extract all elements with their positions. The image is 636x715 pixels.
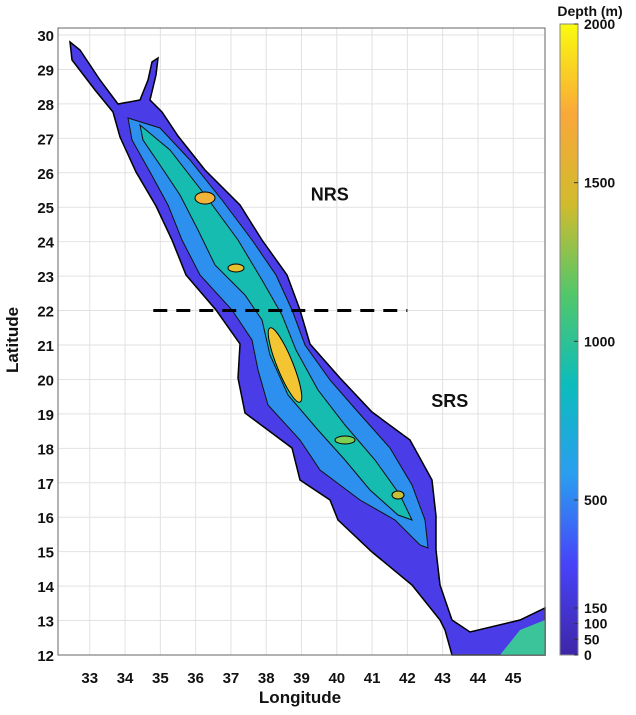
deep-axis-region <box>139 123 413 521</box>
y-tick-label: 30 <box>37 28 54 45</box>
x-tick-label: 33 <box>81 670 98 687</box>
y-tick-labels: 12 13 14 15 16 17 18 19 20 21 22 23 24 25 26 27 28 29 30 <box>37 28 54 665</box>
colorbar-title: Depth (m) <box>557 3 622 19</box>
red-sea-depth-field <box>69 40 546 656</box>
y-tick-label: 23 <box>37 269 54 286</box>
x-tick-label: 41 <box>364 670 381 687</box>
colorbar-tick-label: 50 <box>584 631 600 647</box>
deep-basin <box>391 490 405 500</box>
x-tick-label: 37 <box>223 670 240 687</box>
x-tick-label: 40 <box>328 670 345 687</box>
deep-basin <box>194 191 216 205</box>
x-tick-labels: 33 34 35 36 37 38 39 40 41 42 43 44 45 <box>81 670 521 687</box>
plot-frame <box>57 27 546 656</box>
y-tick-label: 20 <box>37 372 54 389</box>
colorbar-tick-label: 500 <box>584 492 608 508</box>
colorbar-tick-label: 2000 <box>584 16 615 32</box>
deep-basin <box>334 435 356 445</box>
y-tick-label: 22 <box>37 304 54 321</box>
y-tick-label: 29 <box>37 62 54 79</box>
colorbar-tick-label: 0 <box>584 647 592 663</box>
y-tick-label: 28 <box>37 97 54 114</box>
x-tick-label: 39 <box>293 670 310 687</box>
y-tick-label: 15 <box>37 545 54 562</box>
x-tick-label: 35 <box>152 670 169 687</box>
x-tick-label: 34 <box>117 670 134 687</box>
colorbar-tick-label: 100 <box>584 616 608 632</box>
x-tick-label: 38 <box>258 670 275 687</box>
srs-label: SRS <box>431 391 468 411</box>
x-tick-label: 36 <box>187 670 204 687</box>
y-tick-label: 21 <box>37 338 54 355</box>
deep-basin <box>267 327 303 403</box>
y-tick-label: 19 <box>37 407 54 424</box>
y-tick-label: 26 <box>37 166 54 183</box>
y-tick-label: 13 <box>37 614 54 631</box>
y-tick-label: 14 <box>37 579 54 596</box>
colorbar-tick-label: 150 <box>584 600 608 616</box>
y-tick-label: 25 <box>37 200 54 217</box>
y-axis-label: Latitude <box>3 307 22 373</box>
y-tick-label: 18 <box>37 441 54 458</box>
x-tick-label: 44 <box>470 670 487 687</box>
x-axis-label: Longitude <box>259 688 341 707</box>
nrs-label: NRS <box>311 184 349 204</box>
x-tick-label: 45 <box>505 670 522 687</box>
x-tick-label: 42 <box>399 670 416 687</box>
gulf-of-aden-deep <box>500 620 545 655</box>
y-tick-label: 24 <box>37 235 54 252</box>
y-tick-label: 27 <box>37 131 54 148</box>
deep-basin <box>227 263 245 273</box>
colorbar-tick-label: 1000 <box>584 333 615 349</box>
x-tick-label: 43 <box>434 670 451 687</box>
colorbar <box>559 23 579 656</box>
y-tick-label: 16 <box>37 510 54 527</box>
y-tick-label: 12 <box>37 648 54 665</box>
colorbar-tick-label: 1500 <box>584 175 615 191</box>
y-tick-label: 17 <box>37 476 54 493</box>
